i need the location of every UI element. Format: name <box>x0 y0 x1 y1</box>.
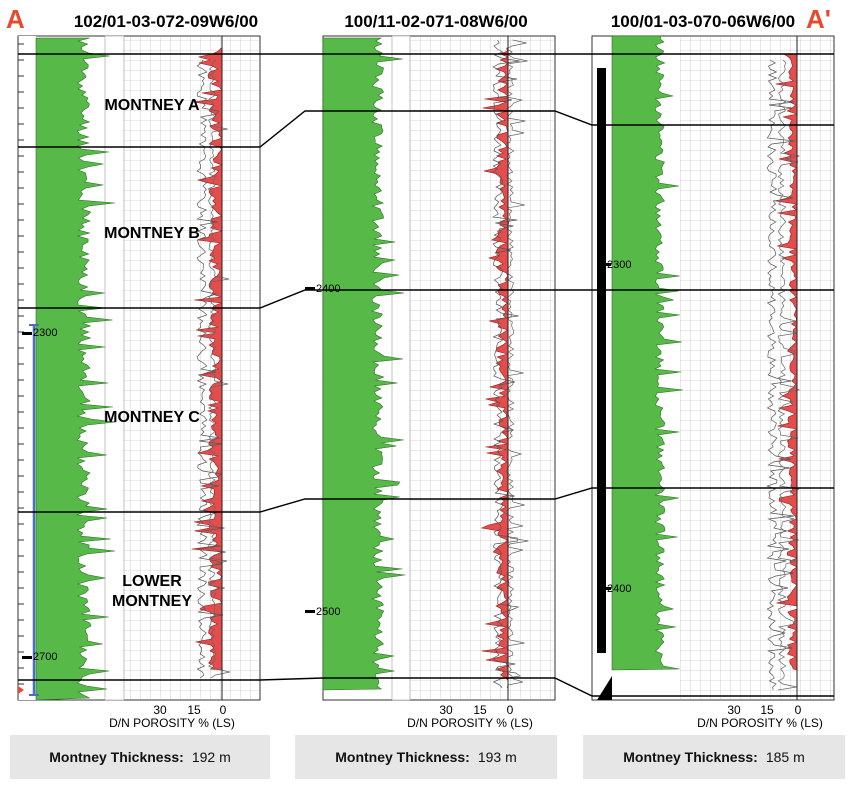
well-1-thickness-box: Montney Thickness: 192 m <box>10 735 270 779</box>
well-2-depth-2500: 2500 <box>316 606 340 618</box>
well-1-scale-0: 0 <box>220 703 227 717</box>
well-2-depth-2400: 2400 <box>316 283 340 295</box>
well-1-axis-label: D/N POROSITY % (LS) <box>109 716 235 730</box>
well-3-scale-30: 30 <box>727 703 741 717</box>
well-3-thickness-value: 185 m <box>765 749 805 765</box>
well-1-arrow-marker <box>18 686 24 694</box>
section-end-letter: A' <box>806 4 831 34</box>
zone-label-lower-line2: MONTNEY <box>112 593 192 610</box>
well-3-scale-0: 0 <box>795 703 802 717</box>
well-1-depth-2700: 2700 <box>33 651 57 663</box>
well-1-scale-15: 15 <box>187 703 201 717</box>
well-3-scale-15: 15 <box>760 703 774 717</box>
well-1-depth-2300: 2300 <box>33 327 57 339</box>
well-1-scale-30: 30 <box>153 703 167 717</box>
well-2-scale-0: 0 <box>507 703 514 717</box>
correlation-line-b-c <box>18 289 834 309</box>
well-3-title: 100/01-03-070-06W6/00 <box>611 12 795 31</box>
well-1-thickness-label: Montney Thickness: <box>49 749 184 765</box>
well-3-depth-2300: 2300 <box>607 259 631 271</box>
zone-label-montney-c: MONTNEY C <box>104 409 200 426</box>
correlation-line-c-lower <box>18 487 834 513</box>
well-2-log <box>322 35 556 701</box>
well-3-interval-bar <box>597 68 606 653</box>
well-2-axis-label: D/N POROSITY % (LS) <box>407 716 533 730</box>
well-2-scale-15: 15 <box>473 703 487 717</box>
well-2-scale-30: 30 <box>439 703 453 717</box>
correlation-lines <box>18 53 834 697</box>
section-start-letter: A <box>6 4 25 34</box>
correlation-line-base <box>18 677 834 697</box>
well-3-axis-label: D/N POROSITY % (LS) <box>697 716 823 730</box>
well-1-thickness-value: 192 m <box>191 749 231 765</box>
well-3-log <box>591 35 835 701</box>
well-3-thickness-box: Montney Thickness: 185 m <box>583 735 845 779</box>
well-2-thickness-box: Montney Thickness: 193 m <box>295 735 557 779</box>
zone-label-montney-b: MONTNEY B <box>104 225 200 242</box>
well-3-thickness-label: Montney Thickness: <box>623 749 758 765</box>
well-2-thickness-label: Montney Thickness: <box>335 749 470 765</box>
well-3-gamma-ray-fill <box>611 35 683 671</box>
well-1-title: 102/01-03-072-09W6/00 <box>74 12 258 31</box>
well-3-porosity-fill <box>775 53 799 671</box>
well-2-gamma-ray-fill <box>322 37 406 691</box>
well-2-thickness-value: 193 m <box>477 749 517 765</box>
well-3-depth-2400: 2400 <box>607 583 631 595</box>
well-2-title: 100/11-02-071-08W6/00 <box>344 12 527 31</box>
correlation-line-a-b <box>18 110 834 148</box>
zone-label-montney-a: MONTNEY A <box>104 97 200 114</box>
zone-label-lower-line1: LOWER <box>122 573 182 590</box>
